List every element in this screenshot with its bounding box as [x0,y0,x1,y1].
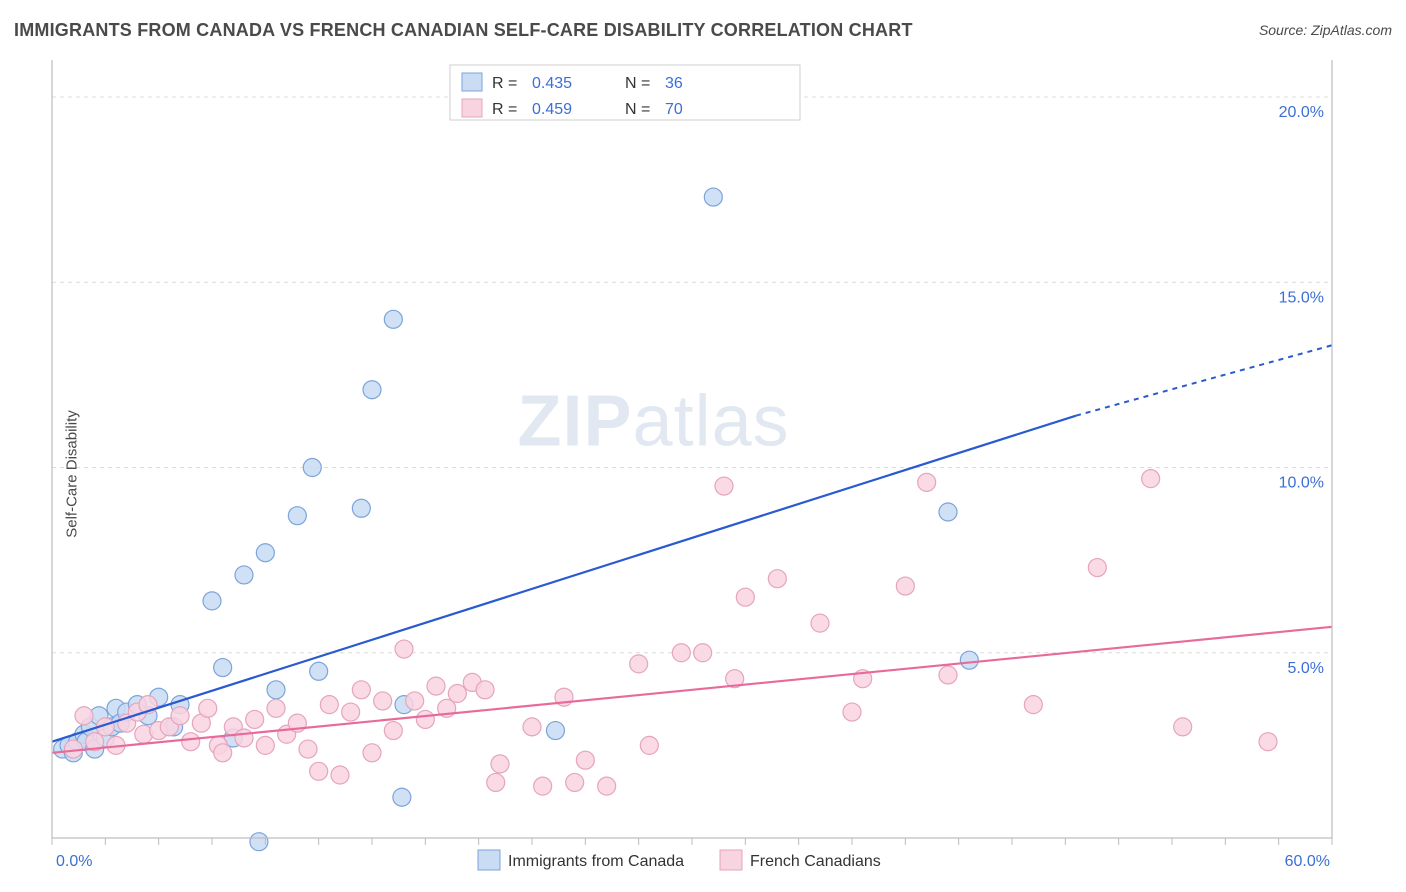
scatter-point [342,703,360,721]
x-tick-label: 60.0% [1285,853,1330,870]
scatter-point [199,699,217,717]
scatter-point [267,699,285,717]
scatter-point [246,710,264,728]
y-tick-label: 10.0% [1279,475,1324,492]
scatter-point [736,588,754,606]
scatter-point [715,477,733,495]
scatter-point [630,655,648,673]
scatter-point [768,570,786,588]
scatter-point [171,707,189,725]
scatter-point [235,566,253,584]
legend-swatch [478,850,500,870]
scatter-point [1088,559,1106,577]
scatter-point [640,736,658,754]
x-tick-label: 0.0% [56,853,92,870]
y-tick-label: 15.0% [1279,289,1324,306]
legend-r-value: 0.459 [532,101,572,118]
legend-n-label: N = [625,101,650,118]
scatter-point [918,473,936,491]
scatter-point [331,766,349,784]
scatter-point [393,788,411,806]
legend-series-label: French Canadians [750,853,881,870]
scatter-point [534,777,552,795]
y-axis-label: Self-Care Disability [63,410,80,538]
scatter-point [939,503,957,521]
scatter-point [1024,696,1042,714]
scatter-point [476,681,494,699]
scatter-point [182,733,200,751]
scatter-point [694,644,712,662]
legend-swatch [462,99,482,117]
scatter-point [320,696,338,714]
scatter-point [203,592,221,610]
scatter-point [352,681,370,699]
scatter-point [448,685,466,703]
scatter-point [288,507,306,525]
legend-r-value: 0.435 [532,75,572,92]
scatter-point [214,744,232,762]
watermark: ZIPatlas [518,381,790,461]
scatter-point [310,662,328,680]
scatter-point [256,544,274,562]
scatter-point [672,644,690,662]
scatter-point [352,499,370,517]
legend-n-value: 70 [665,101,683,118]
legend-series-label: Immigrants from Canada [508,853,684,870]
scatter-point [896,577,914,595]
scatter-point [310,762,328,780]
scatter-point [811,614,829,632]
scatter-point [256,736,274,754]
scatter-point [303,459,321,477]
scatter-point [960,651,978,669]
legend-r-label: R = [492,101,517,118]
legend-n-label: N = [625,75,650,92]
scatter-point [363,744,381,762]
regression-line-pink [52,627,1332,753]
legend-swatch [462,73,482,91]
scatter-point [598,777,616,795]
y-tick-label: 20.0% [1279,104,1324,121]
regression-line-blue-dash [1076,345,1332,415]
scatter-point [523,718,541,736]
legend-swatch [720,850,742,870]
scatter-point [374,692,392,710]
scatter-point [487,773,505,791]
scatter-point [1142,470,1160,488]
legend-r-label: R = [492,75,517,92]
scatter-point [75,707,93,725]
scatter-point [576,751,594,769]
scatter-point [704,188,722,206]
scatter-point [406,692,424,710]
scatter-point [267,681,285,699]
scatter-point [384,310,402,328]
scatter-point [843,703,861,721]
scatter-point [566,773,584,791]
scatter-point [214,659,232,677]
scatter-point [939,666,957,684]
scatter-point [235,729,253,747]
scatter-point [384,722,402,740]
source-label: Source: ZipAtlas.com [1259,22,1392,38]
scatter-point [1174,718,1192,736]
legend-n-value: 36 [665,75,683,92]
scatter-point [363,381,381,399]
scatter-point [546,722,564,740]
scatter-point [1259,733,1277,751]
scatter-point [491,755,509,773]
scatter-point [395,640,413,658]
scatter-point [299,740,317,758]
chart-title: IMMIGRANTS FROM CANADA VS FRENCH CANADIA… [14,20,913,40]
scatter-point [416,710,434,728]
scatter-chart: 5.0% 10.0% 15.0% 20.0% ZIPatlas 0.0% 60.0% R = 0… [0,55,1406,892]
y-tick-label: 5.0% [1288,660,1324,677]
scatter-point [427,677,445,695]
